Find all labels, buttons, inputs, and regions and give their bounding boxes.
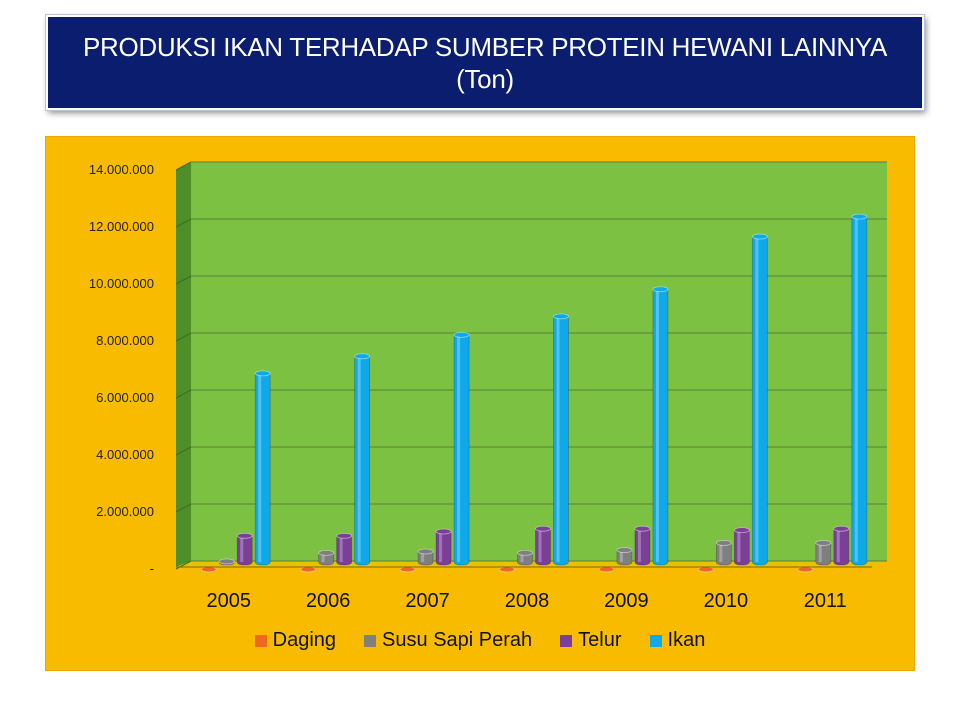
bar-telur-2007 bbox=[435, 528, 452, 566]
bar-ikan-2011 bbox=[851, 213, 868, 566]
bar-daging-2007 bbox=[399, 566, 416, 573]
bar-chart: - 2.000.000 4.000.000 6.000.000 8.000.000 10.… bbox=[89, 161, 887, 612]
chart-frame: - 2.000.000 4.000.000 6.000.000 8.000.000 10.… bbox=[46, 137, 914, 670]
gridline-side bbox=[175, 332, 192, 342]
gridline-side bbox=[175, 389, 192, 399]
legend-swatch bbox=[560, 634, 573, 647]
x-tick-label: 2009 bbox=[604, 590, 649, 612]
bar-daging-2005 bbox=[200, 566, 217, 573]
bar-daging-2008 bbox=[499, 566, 515, 573]
x-tick-label: 2007 bbox=[405, 590, 450, 612]
chart-legend: Daging Susu Sapi Perah Telur Ikan bbox=[46, 629, 914, 652]
gridline-side bbox=[175, 275, 192, 285]
bar-ikan-2006 bbox=[354, 353, 371, 566]
x-tick-label: 2005 bbox=[206, 590, 251, 612]
y-tick-label: 10.000.000 bbox=[89, 276, 154, 291]
title-box: PRODUKSI IKAN TERHADAP SUMBER PROTEIN HE… bbox=[46, 15, 924, 110]
bar-telur-2008 bbox=[535, 525, 551, 566]
bar-ikan-2010 bbox=[751, 233, 768, 566]
legend-item: Ikan bbox=[649, 629, 706, 652]
legend-label: Daging bbox=[272, 629, 337, 651]
y-tick-label: 4.000.000 bbox=[96, 447, 154, 462]
x-tick-label: 2011 bbox=[804, 590, 847, 612]
gridline-side bbox=[175, 503, 192, 513]
y-tick-label: 14.000.000 bbox=[89, 162, 154, 177]
bar-daging-2010 bbox=[697, 566, 714, 573]
y-tick-label: 6.000.000 bbox=[96, 390, 154, 405]
chart-title-line2: (Ton) bbox=[456, 63, 514, 94]
bar-daging-2009 bbox=[598, 566, 615, 573]
plot-side-wall bbox=[176, 162, 191, 567]
bar-telur-2011 bbox=[833, 525, 850, 566]
bar-daging-2006 bbox=[300, 566, 317, 573]
bar-telur-2010 bbox=[733, 527, 750, 566]
gridline-side bbox=[175, 446, 192, 456]
y-tick-label: - bbox=[150, 561, 154, 576]
gridline-side bbox=[175, 161, 192, 171]
bar-telur-2006 bbox=[336, 532, 353, 566]
plot-floor bbox=[176, 561, 887, 567]
y-tick-label: 2.000.000 bbox=[96, 504, 154, 519]
bar-susu-sapi-perah-2006 bbox=[318, 549, 335, 566]
x-tick-label: 2006 bbox=[306, 590, 351, 612]
bar-susu-sapi-perah-2010 bbox=[715, 540, 732, 566]
chart-title-line1: PRODUKSI IKAN TERHADAP SUMBER PROTEIN HE… bbox=[82, 31, 888, 62]
x-tick-label: 2008 bbox=[505, 590, 550, 612]
y-tick-label: 8.000.000 bbox=[96, 333, 154, 348]
bar-susu-sapi-perah-2008 bbox=[517, 549, 533, 566]
y-tick-label: 12.000.000 bbox=[89, 219, 154, 234]
legend-label: Susu Sapi Perah bbox=[382, 629, 533, 651]
legend-item: Daging bbox=[254, 629, 337, 652]
bar-telur-2005 bbox=[236, 532, 253, 566]
bar-susu-sapi-perah-2011 bbox=[815, 540, 832, 566]
legend-label: Telur bbox=[578, 629, 622, 651]
gridline-side bbox=[175, 560, 192, 570]
bar-telur-2009 bbox=[634, 525, 651, 566]
bar-ikan-2009 bbox=[652, 286, 669, 566]
x-tick-label: 2010 bbox=[704, 590, 749, 612]
bar-susu-sapi-perah-2005 bbox=[218, 558, 235, 566]
legend-item: Susu Sapi Perah bbox=[364, 629, 532, 652]
legend-swatch bbox=[649, 634, 662, 647]
legend-label: Ikan bbox=[667, 629, 706, 651]
bar-daging-2011 bbox=[797, 566, 814, 573]
bar-ikan-2008 bbox=[553, 313, 569, 566]
bar-susu-sapi-perah-2007 bbox=[417, 548, 434, 566]
bar-ikan-2007 bbox=[453, 331, 470, 566]
bar-ikan-2005 bbox=[254, 370, 271, 566]
gridline-side bbox=[175, 218, 192, 228]
legend-item: Telur bbox=[560, 629, 622, 652]
legend-swatch bbox=[254, 634, 267, 647]
plot-back-wall bbox=[191, 162, 887, 561]
legend-swatch bbox=[364, 634, 377, 647]
bar-susu-sapi-perah-2009 bbox=[616, 547, 633, 566]
